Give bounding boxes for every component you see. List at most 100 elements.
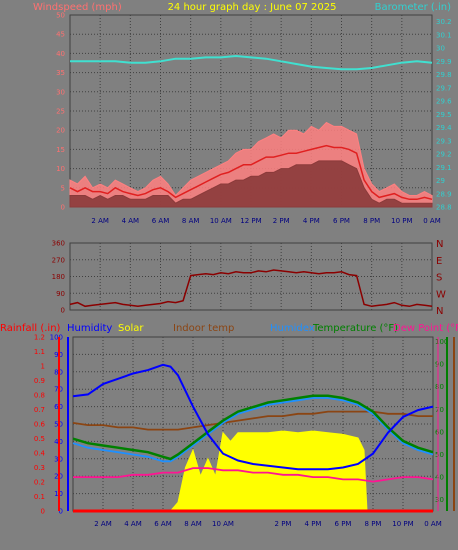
direction-tick-label: 180	[52, 273, 65, 281]
rainfall-tick-label: 0.1	[34, 493, 45, 501]
baro-axis-ticks: 28.8 28.9 29 29.1 29.2 29.3 29.4 29.5 29.6 29.7 29…	[436, 18, 452, 211]
chart-title: 24 hour graph day : June 07 2025	[168, 2, 337, 13]
temp-time-label: 10 PM	[392, 520, 413, 528]
rainfall-tick-label: 0.5	[34, 435, 45, 443]
wind-tick-label: 50	[56, 12, 65, 20]
legend-humidex: Humidex	[270, 323, 315, 334]
baro-tick-label: 29.1	[436, 164, 452, 172]
direction-tick-label: 270	[52, 256, 65, 264]
rainfall-tick-label: 1	[41, 363, 45, 371]
temp-time-label: 6 AM	[154, 520, 172, 528]
rainfall-tick-label: 0.8	[34, 392, 45, 400]
temp-time-label: 2 PM	[275, 520, 292, 528]
legend-dewpoint: Dew Point (°F)	[393, 323, 458, 334]
compass-tick-label: E	[436, 256, 442, 267]
humidity-tick-label: 0	[59, 508, 63, 516]
temp-time-label: 10 AM	[212, 520, 234, 528]
wind-tick-label: 5	[61, 184, 65, 192]
legend-temperature: Temperature (°F)	[312, 323, 398, 334]
temperature-series	[72, 363, 434, 513]
baro-tick-label: 29.3	[436, 137, 452, 145]
compass-tick-label: N	[436, 239, 443, 250]
rainfall-tick-label: 0.4	[34, 450, 46, 458]
wind-time-label: 12 PM	[240, 217, 261, 225]
legend-solar: Solar	[118, 323, 144, 334]
rainfall-tick-label: 0.2	[34, 479, 45, 487]
rainfall-tick-label: 1.1	[34, 348, 45, 356]
baro-tick-label: 30.2	[436, 18, 452, 26]
wind-tick-label: 20	[56, 127, 65, 135]
dewpoint-series-line	[73, 467, 434, 483]
rainfall-tick-label: 0.6	[34, 421, 46, 429]
wind-time-label: 10 AM	[210, 217, 232, 225]
temperature-tick-label: 70	[435, 406, 444, 414]
baro-tick-label: 28.9	[436, 190, 452, 198]
baro-tick-label: 30	[436, 45, 445, 53]
temp-time-label: 6 PM	[335, 520, 352, 528]
wind-time-label: 10 PM	[391, 217, 412, 225]
temp-time-label: 8 AM	[184, 520, 202, 528]
humidity-tick-label: 100	[50, 334, 63, 342]
temp-time-label: 2 AM	[94, 520, 112, 528]
temperature-series-line	[72, 394, 434, 461]
wind-time-label: 2 AM	[91, 217, 109, 225]
temperature-tick-label: 50	[435, 451, 444, 459]
wind-baro-grid	[70, 14, 433, 208]
rainfall-tick-label: 0	[41, 508, 45, 516]
humidex-series-line	[72, 397, 434, 463]
baro-tick-label: 29.5	[436, 111, 452, 119]
direction-series	[69, 269, 433, 308]
temp-time-label: 0 AM	[424, 520, 442, 528]
wind-time-label: 4 AM	[122, 217, 140, 225]
wind-time-label: 6 PM	[333, 217, 350, 225]
baro-tick-label: 29.9	[436, 58, 452, 66]
wind-mean-series	[69, 144, 433, 201]
baro-tick-label: 29.4	[436, 124, 452, 132]
wind-tick-label: 0	[61, 204, 65, 212]
baro-tick-label: 29	[436, 177, 445, 185]
wind-time-axis: 2 AM 4 AM 6 AM 8 AM 10 AM 12 PM 2 PM 4 PM 6 PM 8 …	[91, 217, 440, 225]
wind-axis-title: Windspeed (mph)	[33, 2, 122, 13]
compass-tick-label: S	[436, 273, 442, 284]
wind-time-label: 0 AM	[423, 217, 441, 225]
wind-direction-series	[69, 269, 433, 308]
rainfall-tick-label: 1.2	[34, 334, 45, 342]
rainfall-tick-label: 0.7	[34, 406, 45, 414]
wind-tick-label: 15	[56, 146, 65, 154]
wind-tick-label: 40	[56, 50, 65, 58]
compass-tick-label: N	[436, 306, 443, 317]
temp-time-label: 4 AM	[124, 520, 142, 528]
baro-tick-label: 29.7	[436, 84, 452, 92]
rainfall-axis-ticks: 0 0.1 0.2 0.3 0.4 0.5 0.6 0.7 0.8 0.9 1 1.1 1.2	[34, 334, 46, 516]
temperature-tick-label: 80	[435, 383, 444, 391]
legend-indoor-temp: Indoor temp	[173, 323, 234, 334]
wind-time-label: 6 AM	[152, 217, 170, 225]
wind-time-label: 2 PM	[273, 217, 290, 225]
wind-time-label: 8 PM	[363, 217, 380, 225]
baro-tick-label: 28.8	[436, 204, 452, 212]
temperature-axis-ticks: 30 40 50 60 70 80 90 100	[435, 338, 448, 504]
legend-rainfall: Rainfall (.in)	[0, 323, 61, 334]
temp-time-label: 4 PM	[305, 520, 322, 528]
direction-tick-label: 360	[52, 240, 65, 248]
compass-tick-label: W	[436, 289, 446, 300]
barometer-series	[70, 54, 433, 71]
legend-humidity: Humidity	[67, 323, 112, 334]
baro-tick-label: 29.8	[436, 71, 452, 79]
temperature-tick-label: 60	[435, 428, 444, 436]
wind-time-label: 8 AM	[182, 217, 200, 225]
baro-tick-label: 29.6	[436, 98, 452, 106]
wind-avg-series	[69, 160, 433, 208]
wind-tick-label: 25	[56, 108, 65, 116]
wind-tick-label: 30	[56, 88, 65, 96]
wind-tick-label: 10	[56, 165, 65, 173]
temperature-time-axis: 2 AM 4 AM 6 AM 8 AM 10 AM 2 PM 4 PM 6 PM 8 PM 10 …	[94, 520, 442, 528]
temperature-tick-label: 100	[435, 338, 448, 346]
rainfall-tick-label: 0.9	[34, 377, 45, 385]
temperature-tick-label: 30	[435, 496, 444, 504]
direction-tick-label: 0	[61, 307, 65, 315]
wind-axis-ticks: 0 5 10 15 20 25 30 35 40 45 50	[56, 12, 65, 212]
temperature-tick-label: 90	[435, 361, 444, 369]
